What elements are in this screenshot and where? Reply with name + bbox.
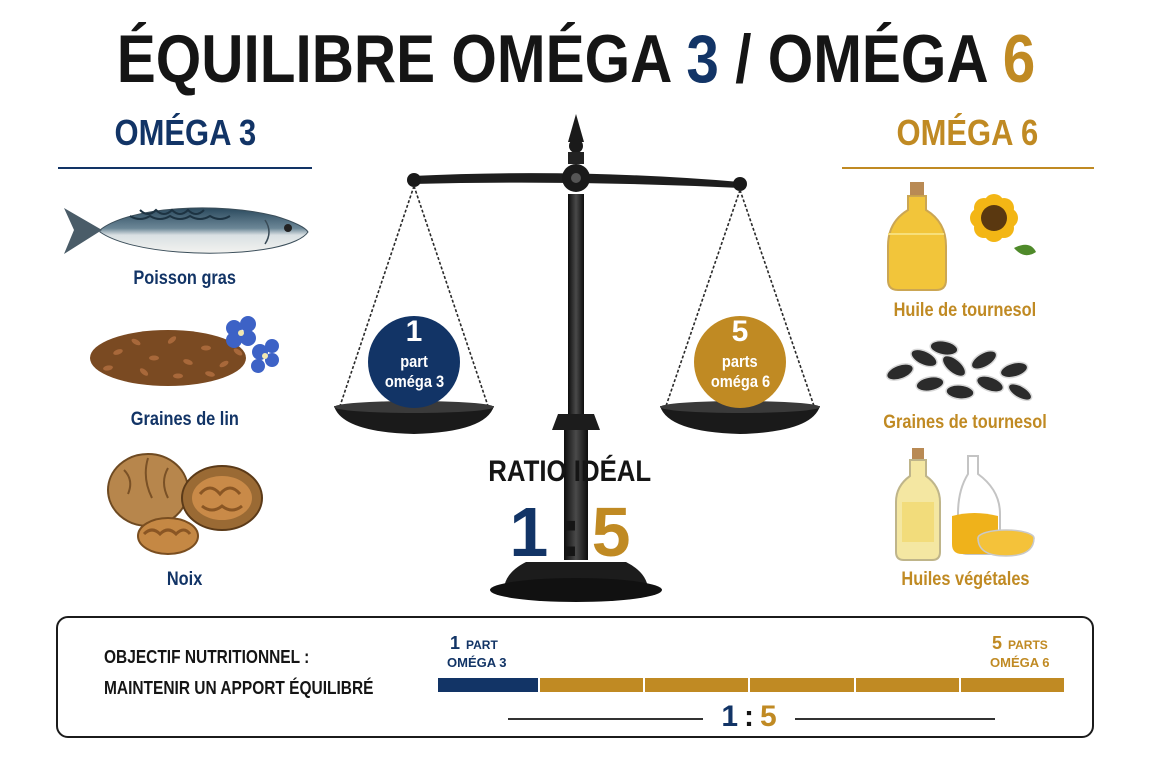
ratio-bar-omega6-segment: [643, 678, 749, 692]
omega3-weight-number: 1: [405, 315, 423, 348]
ratio-label: RATIO IDÉAL: [488, 455, 652, 488]
goal-panel: [56, 616, 1094, 738]
omega6-item-label: Huile de tournesol: [893, 300, 1037, 321]
ratio-value: 1:5: [509, 493, 631, 571]
mackerel-fish-icon: [64, 207, 309, 254]
sunflower-oil-icon: [887, 182, 1036, 291]
ratio-bar: [438, 678, 1065, 692]
omega3-item-label: Graines de lin: [130, 409, 240, 430]
omega6-weight-unit: parts: [722, 352, 758, 371]
omega3-item-label: Noix: [167, 569, 203, 590]
ratio-bar-omega6-segment: [748, 678, 854, 692]
balance-scale-icon: [334, 114, 820, 602]
bar-omega6-unit: PARTS: [1008, 638, 1048, 652]
divider-line: [795, 718, 995, 720]
ratio-bar-omega3-segment: [438, 678, 538, 692]
omega6-divider: [842, 167, 1094, 169]
divider-line: [508, 718, 703, 720]
omega6-item-label: Huiles végétales: [900, 569, 1030, 590]
bar-ratio-value: 1:5: [721, 700, 777, 733]
bar-omega3-number: 1: [450, 633, 461, 653]
omega3-heading: OMÉGA 3: [114, 112, 256, 153]
sunflower-seeds-icon: [885, 339, 1033, 402]
omega3-item-label: Poisson gras: [133, 268, 237, 289]
bar-omega3-label: OMÉGA 3: [447, 655, 507, 670]
omega6-heading: OMÉGA 6: [896, 112, 1038, 153]
walnuts-icon: [107, 453, 263, 555]
goal-title: OBJECTIF NUTRITIONNEL :: [104, 647, 310, 667]
omega6-weight-omega: oméga 6: [710, 372, 770, 391]
page-title: ÉQUILIBRE OMÉGA 3 / OMÉGA 6: [116, 21, 1036, 97]
bar-omega6-label: OMÉGA 6: [990, 655, 1050, 670]
ratio-bar-omega6-segment: [538, 678, 644, 692]
ratio-bar-omega6-segment: [853, 678, 959, 692]
goal-subtitle: MAINTENIR UN APPORT ÉQUILIBRÉ: [104, 678, 374, 698]
bar-omega6-number: 5: [992, 633, 1003, 653]
omega3-weight-unit: part: [400, 352, 428, 371]
vegetable-oils-icon: [895, 448, 1035, 561]
bar-omega3-unit: PART: [466, 638, 498, 652]
ratio-bar-omega6-segment: [958, 678, 1065, 692]
flax-seeds-icon: [90, 316, 279, 386]
omega3-weight: [368, 316, 460, 408]
omega3-weight-omega: oméga 3: [384, 372, 444, 391]
omega6-item-label: Graines de tournesol: [883, 412, 1047, 433]
omega3-divider: [58, 167, 312, 169]
omega6-weight: [694, 316, 786, 408]
omega6-weight-number: 5: [731, 315, 749, 348]
